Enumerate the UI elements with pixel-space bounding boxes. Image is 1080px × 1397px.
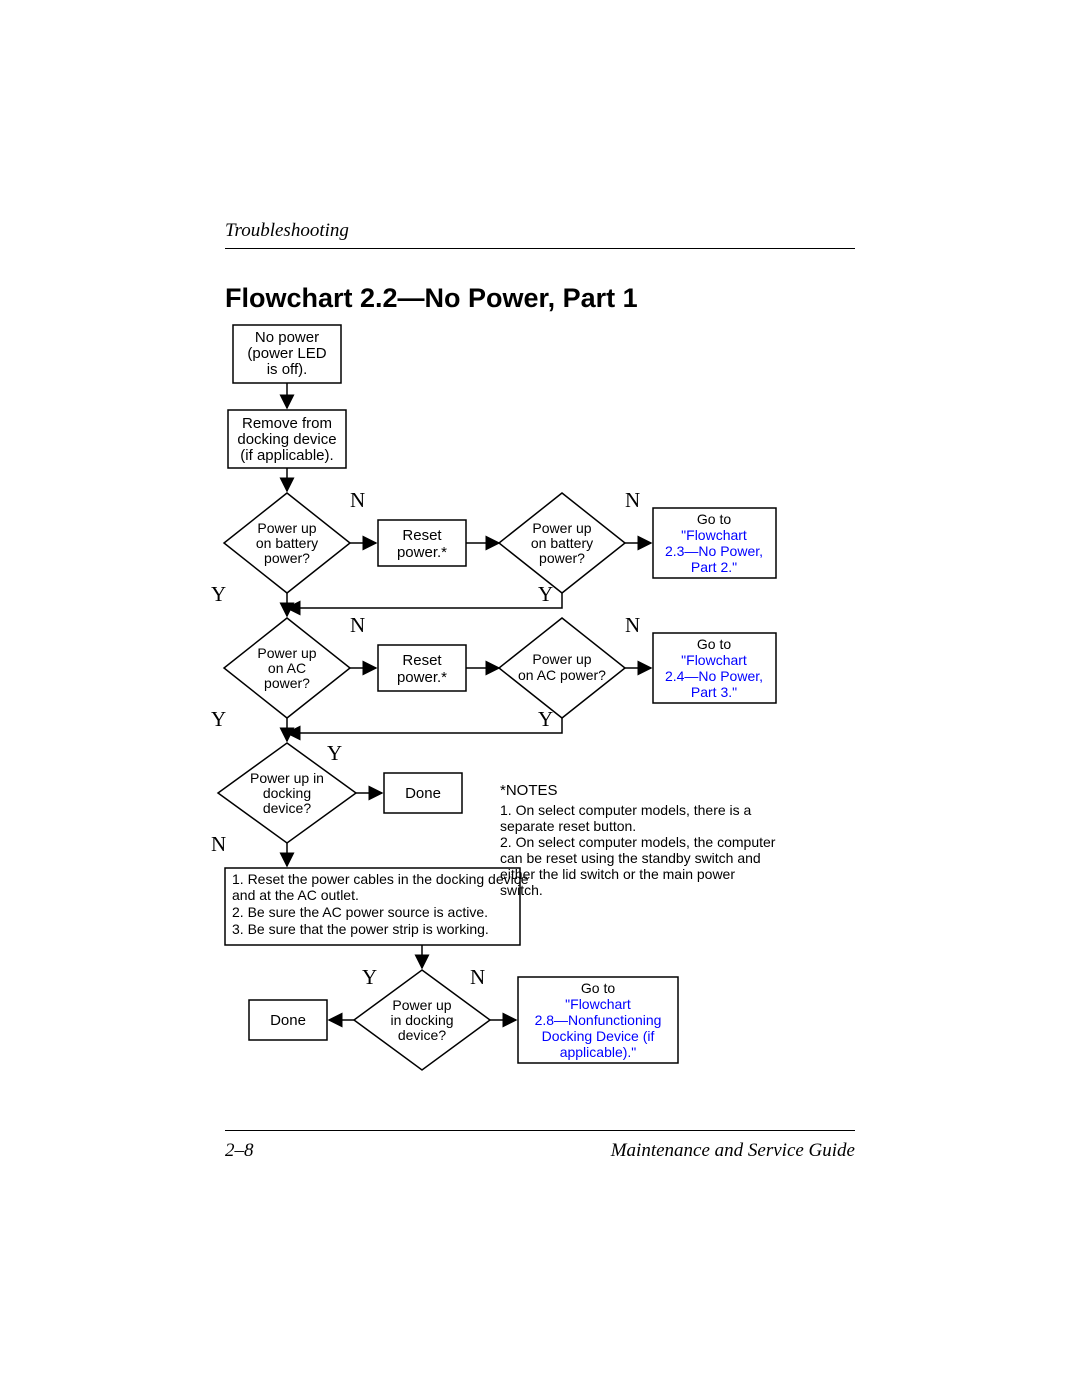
svg-text:switch.: switch. (500, 882, 543, 898)
node-goto-24[interactable]: Go to "Flowchart 2.4—No Power, Part 3." (653, 633, 776, 703)
node-d-ac1: Power up on AC power? (224, 618, 350, 718)
svg-text:2.3—No Power,: 2.3—No Power, (665, 543, 763, 559)
node-reset2: Reset power.* (378, 645, 466, 691)
label-y: Y (211, 582, 226, 606)
svg-text:Go to: Go to (697, 636, 731, 652)
svg-text:docking: docking (263, 785, 311, 801)
svg-text:separate reset button.: separate reset button. (500, 818, 636, 834)
svg-text:and at the AC outlet.: and at the AC outlet. (232, 887, 359, 903)
label-n: N (350, 613, 365, 637)
svg-text:Reset: Reset (402, 527, 442, 544)
label-y: Y (327, 741, 342, 765)
svg-text:docking device: docking device (237, 431, 336, 448)
svg-text:power?: power? (264, 550, 310, 566)
label-n: N (350, 488, 365, 512)
svg-text:Part 2.": Part 2." (691, 559, 737, 575)
page: Troubleshooting Flowchart 2.2—No Power, … (0, 0, 1080, 1397)
svg-text:Power up in: Power up in (250, 770, 324, 786)
svg-text:(power LED: (power LED (247, 345, 326, 362)
label-n: N (625, 613, 640, 637)
node-reset1: Reset power.* (378, 520, 466, 566)
svg-text:Power up: Power up (257, 520, 316, 536)
svg-text:on AC power?: on AC power? (518, 667, 606, 683)
svg-text:applicable).": applicable)." (560, 1044, 637, 1060)
node-d-batt1: Power up on battery power? (224, 493, 350, 593)
svg-text:2.8—Nonfunctioning: 2.8—Nonfunctioning (535, 1012, 662, 1028)
svg-text:Power up: Power up (392, 997, 451, 1013)
svg-text:power.*: power.* (397, 544, 447, 561)
node-goto-23[interactable]: Go to "Flowchart 2.3—No Power, Part 2." (653, 508, 776, 578)
svg-text:power?: power? (264, 675, 310, 691)
svg-text:power.*: power.* (397, 669, 447, 686)
label-n: N (211, 832, 226, 856)
node-notesbox: 1. Reset the power cables in the docking… (225, 868, 529, 945)
svg-text:is off).: is off). (267, 361, 308, 378)
svg-text:Power up: Power up (532, 651, 591, 667)
svg-text:"Flowchart: "Flowchart (565, 996, 631, 1012)
svg-text:"Flowchart: "Flowchart (681, 527, 747, 543)
node-done1: Done (384, 773, 462, 813)
svg-text:Go to: Go to (697, 511, 731, 527)
svg-text:Go to: Go to (581, 980, 615, 996)
svg-text:1. On select computer models,: 1. On select computer models, there is a (500, 802, 752, 818)
svg-text:Part 3.": Part 3." (691, 684, 737, 700)
svg-text:1. Reset the power cables in t: 1. Reset the power cables in the docking… (232, 871, 529, 887)
node-remove: Remove from docking device (if applicabl… (228, 410, 346, 468)
svg-text:"Flowchart: "Flowchart (681, 652, 747, 668)
svg-text:2.4—No Power,: 2.4—No Power, (665, 668, 763, 684)
svg-text:Remove from: Remove from (242, 415, 332, 432)
node-d-batt2: Power up on battery power? (499, 493, 625, 593)
svg-text:2. On select computer models,: 2. On select computer models, the comput… (500, 834, 776, 850)
svg-text:either the lid switch or the m: either the lid switch or the main power (500, 866, 735, 882)
label-n: N (470, 965, 485, 989)
svg-text:Power up: Power up (532, 520, 591, 536)
svg-text:device?: device? (398, 1027, 446, 1043)
footer-rule (225, 1130, 855, 1131)
flowchart: No power (power LED is off). Remove from… (0, 0, 1080, 1397)
label-y: Y (538, 582, 553, 606)
svg-text:2. Be sure the AC power source: 2. Be sure the AC power source is active… (232, 904, 488, 920)
svg-text:Done: Done (405, 785, 441, 802)
node-goto-28[interactable]: Go to "Flowchart 2.8—Nonfunctioning Dock… (518, 977, 678, 1063)
svg-text:No power: No power (255, 329, 319, 346)
svg-text:3. Be sure that the power stri: 3. Be sure that the power strip is worki… (232, 921, 489, 937)
footer-guide: Maintenance and Service Guide (611, 1140, 855, 1162)
svg-text:device?: device? (263, 800, 311, 816)
svg-text:on battery: on battery (531, 535, 593, 551)
svg-text:in docking: in docking (390, 1012, 453, 1028)
svg-text:*NOTES: *NOTES (500, 782, 558, 799)
node-start: No power (power LED is off). (233, 325, 341, 383)
node-d-ac2: Power up on AC power? (499, 618, 625, 718)
svg-text:Power up: Power up (257, 645, 316, 661)
svg-text:can be reset using the standby: can be reset using the standby switch an… (500, 850, 761, 866)
svg-text:Docking Device (if: Docking Device (if (542, 1028, 655, 1044)
label-y: Y (362, 965, 377, 989)
label-y: Y (538, 707, 553, 731)
svg-text:power?: power? (539, 550, 585, 566)
notes-block: *NOTES 1. On select computer models, the… (500, 782, 776, 898)
svg-text:Reset: Reset (402, 652, 442, 669)
label-y: Y (211, 707, 226, 731)
svg-text:on AC: on AC (268, 660, 306, 676)
svg-text:on battery: on battery (256, 535, 318, 551)
svg-text:(if applicable).: (if applicable). (240, 447, 333, 464)
page-number: 2–8 (225, 1140, 254, 1162)
node-done2: Done (249, 1000, 327, 1040)
label-n: N (625, 488, 640, 512)
svg-text:Done: Done (270, 1012, 306, 1029)
